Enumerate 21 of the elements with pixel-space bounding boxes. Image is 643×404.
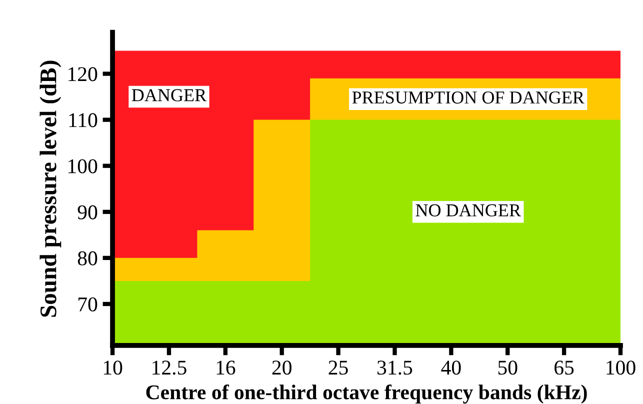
y-tick-label: 80 — [78, 251, 98, 266]
y-tick-label: 120 — [68, 67, 98, 82]
x-tick-label: 10 — [104, 360, 122, 375]
x-tick-label: 31.5 — [377, 360, 412, 375]
x-tick-label: 50 — [498, 360, 518, 375]
x-tick-label: 65 — [554, 360, 574, 375]
y-tick-label: 100 — [68, 159, 98, 174]
x-axis-title: Centre of one-third octave frequency bands (kHz) — [146, 384, 587, 404]
x-tick-label: 20 — [272, 360, 292, 375]
x-tick-label: 12.5 — [152, 360, 186, 375]
y-tick-label: 90 — [78, 205, 98, 220]
series-label: PRESUMPTION OF DANGER — [352, 91, 584, 104]
x-tick-label: 100 — [606, 360, 636, 375]
y-tick-label: 70 — [78, 297, 98, 312]
series-label: DANGER — [132, 89, 207, 102]
x-tick-label: 25 — [328, 360, 348, 375]
y-tick-label: 110 — [69, 113, 98, 128]
x-tick-label: 40 — [441, 360, 461, 375]
series-label: NO DANGER — [416, 204, 521, 216]
y-axis-title: Sound pressure level (dB) — [40, 60, 62, 317]
x-tick-label: 16 — [216, 360, 236, 375]
